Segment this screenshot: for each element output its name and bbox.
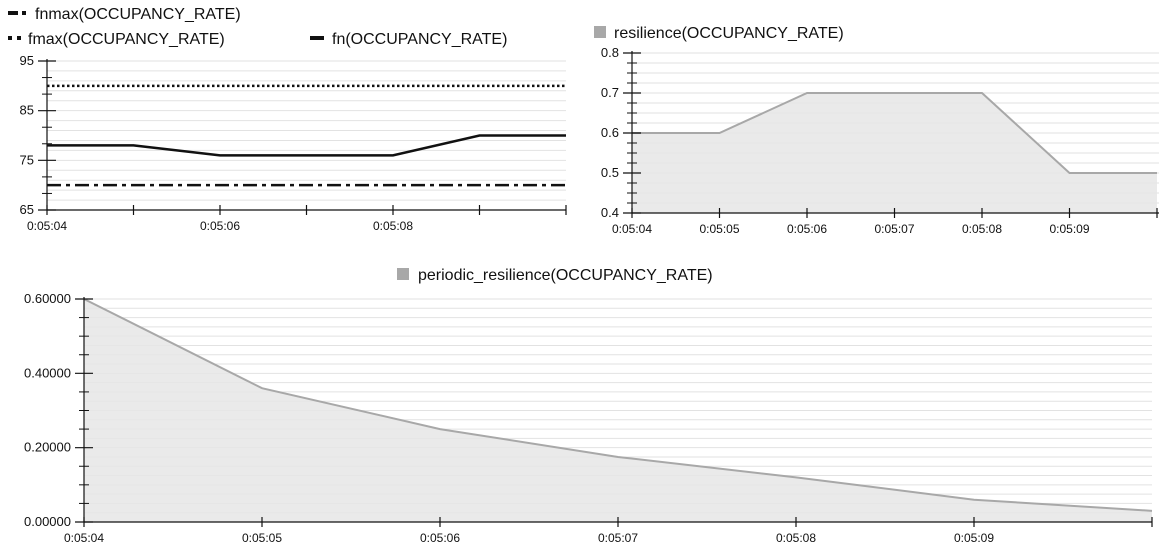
legend-swatch-resilience <box>594 26 606 38</box>
chart3-series <box>83 298 1153 522</box>
legend-item-fmax: fmax(OCCUPANCY_RATE) <box>8 31 225 48</box>
y-tick-label: 75 <box>20 152 34 167</box>
x-tick-label: 0:05:04 <box>27 219 67 233</box>
y-tick-label: 85 <box>20 103 34 118</box>
x-tick-label: 0:05:09 <box>1049 222 1089 236</box>
series-area-resilience-occupancy-rate <box>632 93 1157 213</box>
x-tick-label: 0:05:06 <box>200 219 240 233</box>
legend-label-resilience: resilience(OCCUPANCY_RATE) <box>614 25 844 42</box>
chart1-series <box>47 84 566 187</box>
x-tick-label: 0:05:05 <box>699 222 739 236</box>
chart3-legend: periodic_resilience(OCCUPANCY_RATE) <box>397 267 713 284</box>
chart2-axes <box>623 51 1159 218</box>
chart2-tick-labels: 0:05:04 0:05:05 0:05:06 0:05:07 0:05:08 0:05:… <box>601 45 1090 236</box>
y-tick-label: 0.5 <box>601 165 619 180</box>
series-area-periodic-resilience-occupancy-rate <box>84 299 1152 522</box>
x-tick-label: 0:05:09 <box>954 531 994 545</box>
x-tick-label: 0:05:05 <box>242 531 282 545</box>
x-tick-label: 0:05:06 <box>787 222 827 236</box>
chart2-series <box>632 92 1157 213</box>
x-tick-label: 0:05:08 <box>962 222 1002 236</box>
resilience-area-chart: resilience(OCCUPANCY_RATE) 0:05:04 0:05:0… <box>594 25 1159 236</box>
y-tick-label: 0.60000 <box>24 291 71 306</box>
legend-label-fn: fn(OCCUPANCY_RATE) <box>332 31 507 48</box>
x-tick-label: 0:05:08 <box>373 219 413 233</box>
legend-item-fnmax: fnmax(OCCUPANCY_RATE) <box>8 6 241 23</box>
chart1-tick-labels: 0:05:04 0:05:06 0:05:08 65 75 85 95 <box>20 53 414 233</box>
x-tick-label: 0:05:06 <box>420 531 460 545</box>
x-tick-label: 0:05:07 <box>598 531 638 545</box>
x-tick-label: 0:05:08 <box>776 531 816 545</box>
x-tick-label: 0:05:07 <box>874 222 914 236</box>
legend-label-fnmax: fnmax(OCCUPANCY_RATE) <box>35 6 241 23</box>
chart1-axes <box>38 59 567 215</box>
y-tick-label: 0.7 <box>601 85 619 100</box>
occupancy-line-chart: fnmax(OCCUPANCY_RATE) fmax(OCCUPANCY_RAT… <box>8 6 567 233</box>
y-tick-label: 0.20000 <box>24 440 71 455</box>
x-tick-label: 0:05:04 <box>64 531 104 545</box>
legend-label-periodic-resilience: periodic_resilience(OCCUPANCY_RATE) <box>418 267 713 284</box>
series-line-fn-occupancy-rate <box>47 134 566 157</box>
y-tick-label: 0.4 <box>601 205 619 220</box>
series-line-resilience-occupancy-rate <box>632 92 1157 174</box>
periodic-resilience-area-chart: periodic_resilience(OCCUPANCY_RATE) 0:05… <box>24 267 1153 545</box>
legend-swatch-periodic-resilience <box>397 268 409 280</box>
series-line-periodic-resilience-occupancy-rate <box>83 298 1153 512</box>
y-tick-label: 0.8 <box>601 45 619 60</box>
legend-label-fmax: fmax(OCCUPANCY_RATE) <box>28 31 225 48</box>
y-tick-label: 0.6 <box>601 125 619 140</box>
y-tick-label: 0.00000 <box>24 514 71 529</box>
chart2-legend: resilience(OCCUPANCY_RATE) <box>594 25 844 42</box>
x-tick-label: 0:05:04 <box>612 222 652 236</box>
chart3-tick-labels: 0:05:04 0:05:05 0:05:06 0:05:07 0:05:08 0:05:… <box>24 291 994 545</box>
legend-item-fn: fn(OCCUPANCY_RATE) <box>310 31 507 48</box>
chart1-legend: fnmax(OCCUPANCY_RATE) fmax(OCCUPANCY_RAT… <box>8 6 507 48</box>
y-tick-label: 95 <box>20 53 34 68</box>
y-tick-label: 0.40000 <box>24 365 71 380</box>
chart3-axes <box>75 297 1153 527</box>
y-tick-label: 65 <box>20 202 34 217</box>
